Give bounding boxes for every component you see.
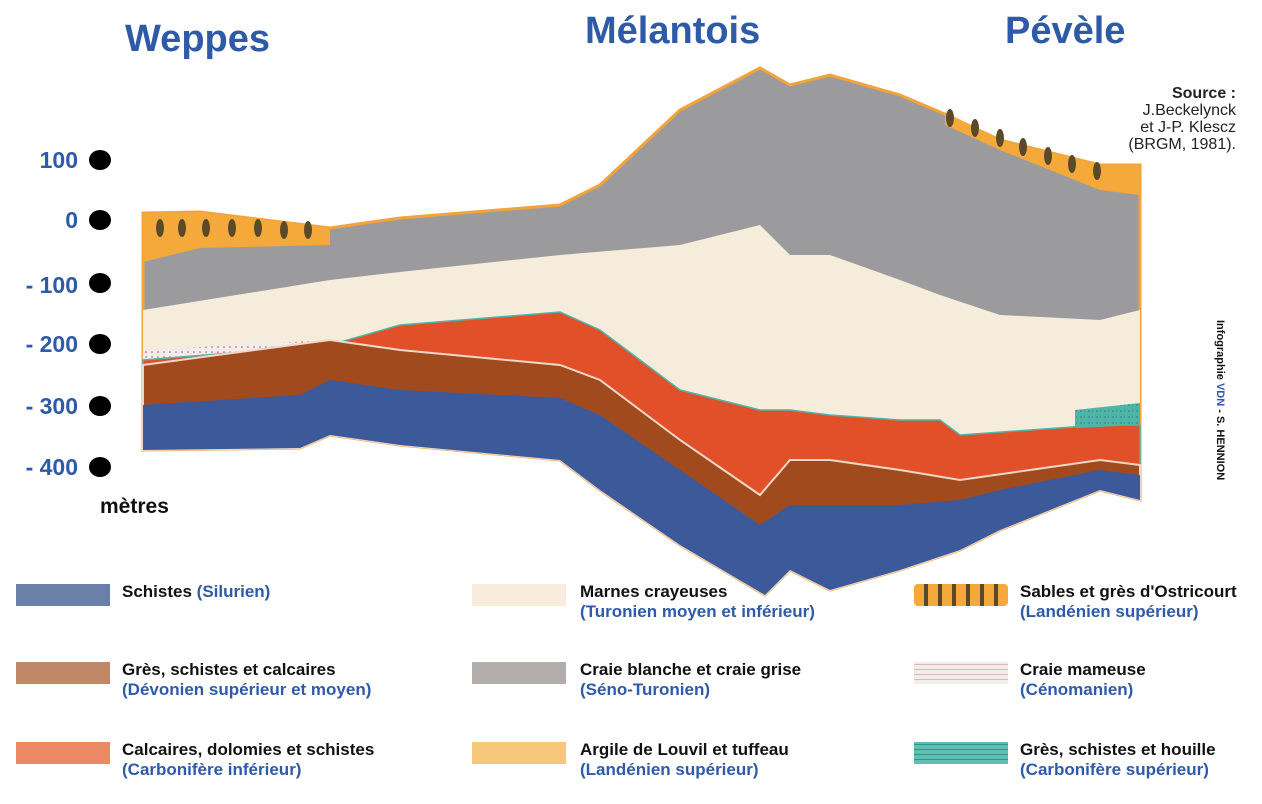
depth-tick: 0 [0, 207, 78, 234]
layers [143, 68, 1140, 595]
legend-name: Grès, schistes et houille [1020, 740, 1216, 759]
depth-unit: mètres [100, 495, 169, 519]
source-line: (BRGM, 1981). [1128, 136, 1236, 153]
depth-tick: - 100 [0, 272, 78, 299]
legend-name: Craie blanche et craie grise [580, 660, 801, 679]
depth-tick: - 300 [0, 393, 78, 420]
legend-swatch [16, 584, 110, 606]
credit-brand: VDN [1214, 383, 1226, 406]
legend-swatch [16, 662, 110, 684]
depth-tick: - 400 [0, 454, 78, 481]
legend-item: Sables et grès d'Ostricourt(Landénien su… [1020, 582, 1240, 622]
legend-name: Craie mameuse [1020, 660, 1146, 679]
depth-dot [89, 273, 111, 293]
legend-period: (Carbonifère inférieur) [122, 760, 301, 779]
legend-item: Calcaires, dolomies et schistes(Carbonif… [122, 740, 452, 780]
legend-period: (Carbonifère supérieur) [1020, 760, 1209, 779]
depth-tick: - 200 [0, 331, 78, 358]
legend-item: Schistes (Silurien) [122, 582, 452, 602]
depth-dot [89, 210, 111, 230]
legend-period: (Silurien) [197, 582, 271, 601]
source: Source : J.Beckelynck et J-P. Klescz (BR… [1128, 85, 1236, 153]
legend-item: Grès, schistes et calcaires(Dévonien sup… [122, 660, 452, 700]
legend-swatch [472, 742, 566, 764]
source-line: et J-P. Klescz [1128, 119, 1236, 136]
legend-period: (Landénien supérieur) [580, 760, 759, 779]
credit: Infographie VDN - S. HENNION [1214, 320, 1226, 480]
legend-item: Craie blanche et craie grise(Séno-Turoni… [580, 660, 910, 700]
legend-item: Argile de Louvil et tuffeau(Landénien su… [580, 740, 910, 780]
depth-dot [89, 150, 111, 170]
legend-name: Sables et grès d'Ostricourt [1020, 582, 1237, 601]
credit-prefix: Infographie [1214, 320, 1226, 380]
legend-name: Grès, schistes et calcaires [122, 660, 336, 679]
legend-period: (Turonien moyen et inférieur) [580, 602, 815, 621]
cross-section [0, 0, 1262, 620]
legend-name: Calcaires, dolomies et schistes [122, 740, 374, 759]
legend-swatch [914, 584, 1008, 606]
source-line: J.Beckelynck [1128, 102, 1236, 119]
legend-item: Craie mameuse(Cénomanien) [1020, 660, 1240, 700]
credit-author: - S. HENNION [1214, 409, 1226, 480]
depth-dot [89, 396, 111, 416]
legend-swatch [472, 662, 566, 684]
legend-period: (Landénien supérieur) [1020, 602, 1199, 621]
legend-period: (Séno-Turonien) [580, 680, 710, 699]
legend-name: Argile de Louvil et tuffeau [580, 740, 789, 759]
page: Weppes Mélantois Pévèle 100 0 - 100 - 20… [0, 0, 1262, 804]
legend-swatch [914, 742, 1008, 764]
depth-dot [89, 457, 111, 477]
legend-period: (Cénomanien) [1020, 680, 1133, 699]
legend-name: Marnes crayeuses [580, 582, 727, 601]
legend-swatch [472, 584, 566, 606]
source-label: Source : [1128, 85, 1236, 102]
legend-period: (Dévonien supérieur et moyen) [122, 680, 371, 699]
legend-item: Marnes crayeuses(Turonien moyen et infér… [580, 582, 910, 622]
legend-item: Grès, schistes et houille(Carbonifère su… [1020, 740, 1240, 780]
legend-swatch [914, 662, 1008, 684]
depth-dot [89, 334, 111, 354]
legend-name: Schistes [122, 582, 192, 601]
depth-tick: 100 [0, 147, 78, 174]
legend-swatch [16, 742, 110, 764]
